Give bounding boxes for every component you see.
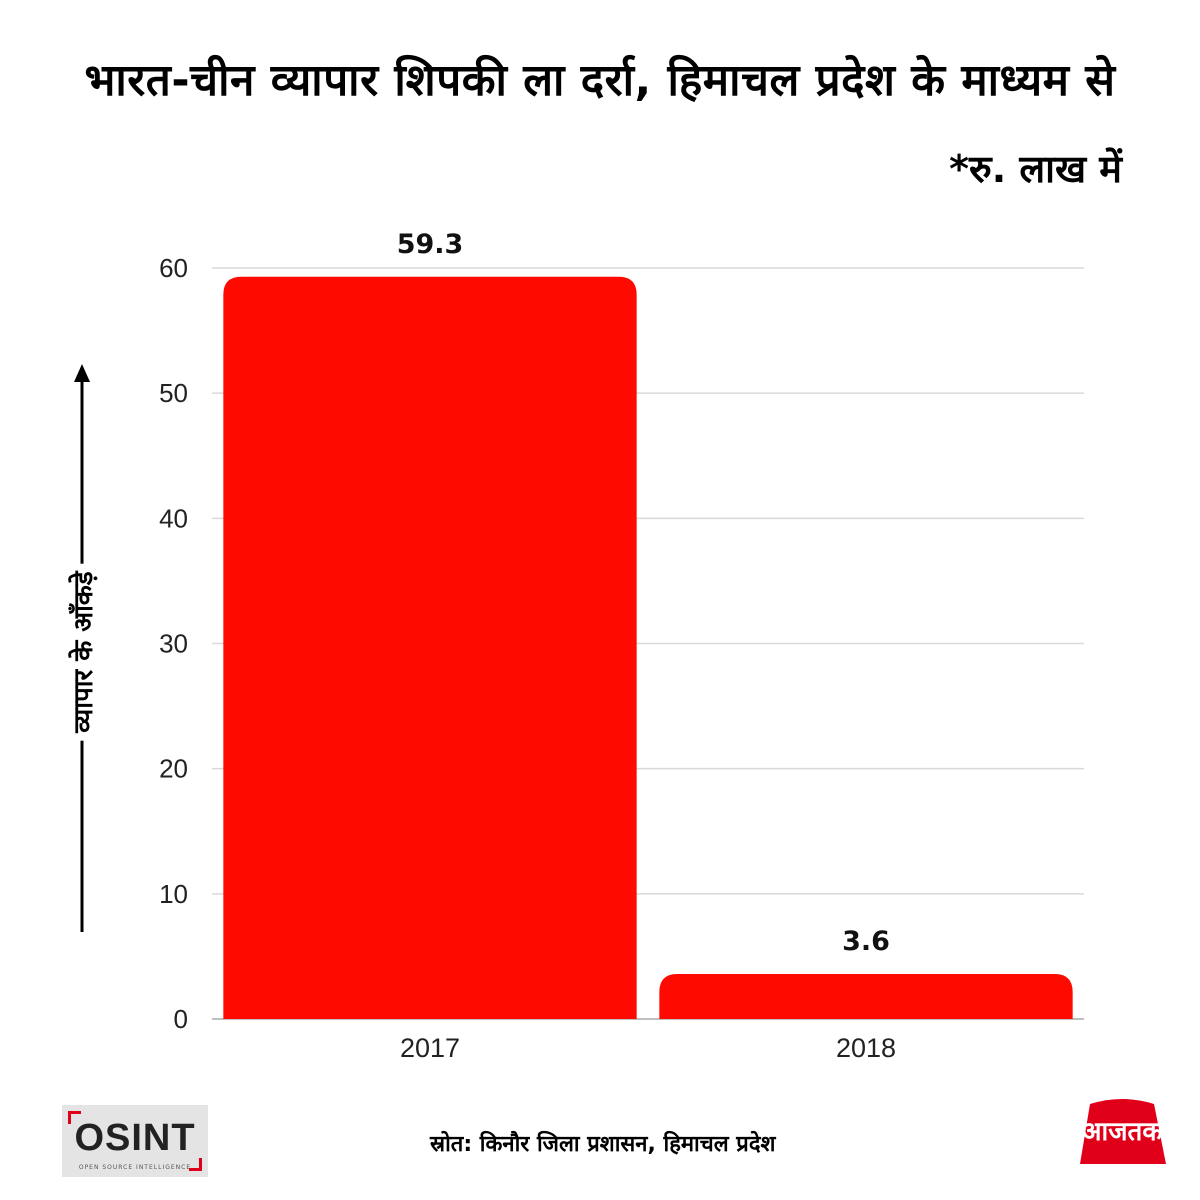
- logo-corner: [68, 1111, 81, 1124]
- y-axis-label: व्यापार के आँकड़े: [64, 563, 100, 741]
- chart-title: भारत-चीन व्यापार शिपकी ला दर्रा, हिमाचल …: [84, 55, 1116, 106]
- data-labels: 59.3 3.6: [397, 229, 890, 957]
- data-label: 3.6: [842, 926, 890, 957]
- y-ticks: 0 10 20 30 40 50 60: [159, 253, 188, 1034]
- osint-logo-text: OSINT: [74, 1117, 196, 1159]
- source-note: स्रोत: किनौर जिला प्रशासन, हिमाचल प्रदेश: [430, 1132, 776, 1157]
- aajtak-logo: आजतक: [1072, 1098, 1172, 1170]
- y-tick-label: 20: [159, 754, 188, 784]
- logo-corner: [189, 1158, 202, 1171]
- y-tick-label: 30: [159, 629, 188, 659]
- y-tick-label: 10: [159, 879, 188, 909]
- bars: [223, 276, 1073, 1019]
- aajtak-logo-text: आजतक: [1081, 1117, 1163, 1147]
- x-category-label: 2017: [400, 1033, 460, 1063]
- y-tick-label: 60: [159, 253, 188, 283]
- x-categories: 2017 2018: [400, 1033, 896, 1063]
- aajtak-logo-shape: [1080, 1099, 1166, 1164]
- osint-logo: OSINT OPEN SOURCE INTELLIGENCE: [62, 1105, 208, 1177]
- unit-note: *रु. लाख में: [949, 147, 1122, 191]
- bar: [659, 973, 1073, 1019]
- y-tick-label: 40: [159, 503, 188, 533]
- y-arrow-head: [74, 364, 90, 382]
- data-label: 59.3: [397, 229, 464, 260]
- x-category-label: 2018: [836, 1033, 896, 1063]
- bar: [223, 276, 637, 1019]
- y-tick-label: 50: [159, 378, 188, 408]
- y-tick-label: 0: [174, 1004, 188, 1034]
- osint-logo-subtext: OPEN SOURCE INTELLIGENCE: [78, 1164, 192, 1171]
